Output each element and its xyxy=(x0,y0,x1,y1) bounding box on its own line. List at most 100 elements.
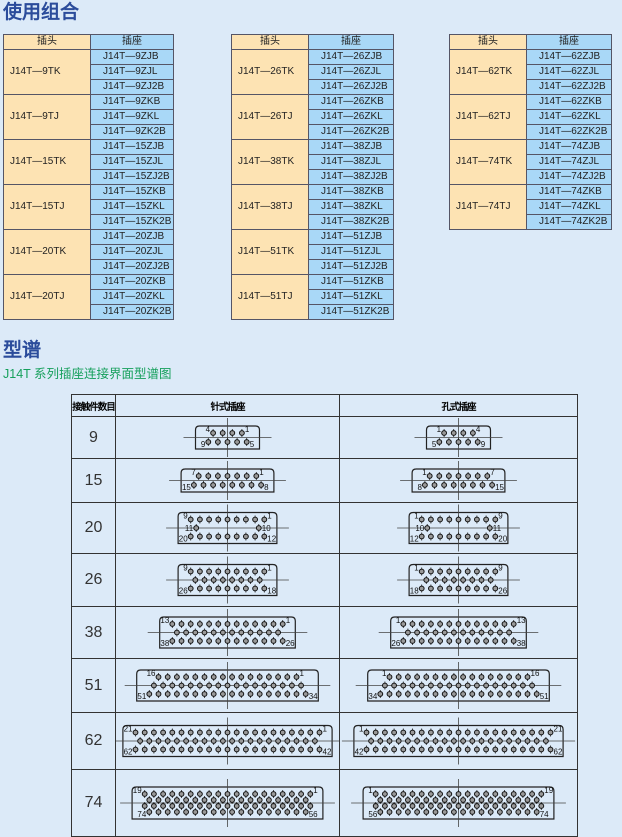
table-header-row: 插头 插座 xyxy=(449,34,612,50)
contact-pin xyxy=(432,577,439,583)
contact-pin xyxy=(460,430,467,436)
contact-pin xyxy=(418,682,425,689)
contact-pin xyxy=(252,638,259,644)
contact-count: 38 xyxy=(71,606,116,659)
contact-pin xyxy=(229,629,235,636)
contact-pin xyxy=(400,791,407,797)
pin-number-label: 1 xyxy=(382,669,387,678)
contact-pin xyxy=(506,629,513,636)
contact-pin xyxy=(137,738,144,744)
contact-pin xyxy=(474,585,480,592)
table-row: J14T—38ZK2B xyxy=(232,214,394,230)
socket-model: J14T—51ZKB xyxy=(308,274,394,290)
socket-model: J14T—20ZKL xyxy=(90,289,174,305)
contact-pin xyxy=(382,746,388,753)
contact-pin xyxy=(256,577,263,583)
contact-pin xyxy=(492,791,499,797)
contact-pin xyxy=(197,585,203,592)
socket-model: J14T—15ZK2B xyxy=(90,214,174,230)
contact-pin xyxy=(492,568,499,575)
contact-pin xyxy=(520,791,526,797)
contact-pin xyxy=(229,809,235,815)
contact-pin xyxy=(298,746,305,753)
contact-pin xyxy=(160,746,166,753)
contact-pin xyxy=(275,738,282,744)
contact-pin xyxy=(455,439,462,445)
contact-pin xyxy=(210,430,216,436)
contact-pin xyxy=(547,746,554,753)
contact-pin xyxy=(224,682,231,689)
contact-pin xyxy=(515,809,522,815)
contact-pin xyxy=(275,691,282,697)
contact-pin xyxy=(242,533,249,540)
contact-pin xyxy=(470,482,476,488)
pin-number-label: 1 xyxy=(422,468,427,477)
contact-pin xyxy=(450,430,457,436)
contact-pin xyxy=(446,621,453,627)
pin-number-label: 1 xyxy=(396,616,401,625)
contact-pin xyxy=(464,568,471,575)
contact-pin xyxy=(284,674,291,680)
contact-pin xyxy=(446,439,452,445)
socket-model: J14T—15ZJ2B xyxy=(90,169,174,185)
contact-pin xyxy=(312,738,318,744)
contact-pin xyxy=(441,577,448,583)
contact-pin xyxy=(520,682,526,689)
socket-model: J14T—51ZK2B xyxy=(308,304,394,320)
contact-pin xyxy=(409,803,416,809)
contact-pin xyxy=(220,674,226,680)
contact-pin xyxy=(307,803,314,809)
contact-pin xyxy=(256,809,263,815)
contact-pin xyxy=(178,729,185,736)
contact-pin xyxy=(247,809,254,815)
contact-pin xyxy=(178,682,185,689)
plug-model: J14T—9TJ xyxy=(3,94,91,140)
contact-pin xyxy=(455,621,462,627)
contact-pin xyxy=(224,516,231,523)
contact-pin xyxy=(484,473,491,479)
contact-pin xyxy=(418,729,425,736)
contact-pin xyxy=(464,682,471,689)
pin-number-label: 13 xyxy=(160,616,169,625)
plug-model: J14T—74TK xyxy=(449,139,527,185)
pin-number-label: 62 xyxy=(554,748,563,757)
socket-model: J14T—38ZJL xyxy=(308,154,394,170)
hole-socket-diagram: 1 21 42 62 xyxy=(339,712,578,770)
contact-pin xyxy=(234,473,240,479)
contact-pin xyxy=(506,691,513,697)
contact-pin xyxy=(164,809,171,815)
contact-pin xyxy=(501,746,508,753)
socket-model: J14T—20ZK2B xyxy=(90,304,174,320)
pin-number-label: 34 xyxy=(309,692,318,701)
contact-pin xyxy=(487,738,494,744)
contact-pin xyxy=(465,473,472,479)
contact-pin xyxy=(187,516,194,523)
table-row: J14T—15ZKL xyxy=(4,199,174,215)
spectrum-header: 针式插座 xyxy=(115,394,340,417)
contact-pin xyxy=(464,533,471,540)
spectrum-header-row: 接触件数目 针式插座 孔式插座 xyxy=(71,394,578,417)
table-row: J14T—74ZJL xyxy=(450,154,612,170)
contact-pin xyxy=(197,682,203,689)
contact-pin xyxy=(238,577,245,583)
table-row: J14T—15ZJ2B xyxy=(4,169,174,185)
contact-pin xyxy=(436,439,443,445)
section-title-spectrum: 型谱 xyxy=(3,339,42,361)
contact-pin xyxy=(395,809,402,815)
contact-pin xyxy=(160,729,166,736)
contact-pin xyxy=(510,638,517,644)
socket-header: 插座 xyxy=(90,34,174,50)
contact-pin xyxy=(377,797,384,803)
contact-pin xyxy=(252,533,259,540)
socket-model: J14T—62ZJB xyxy=(526,49,612,65)
spectrum-row: 74 19 1 74 56 1 19 56 74 xyxy=(71,769,578,837)
contact-pin xyxy=(247,691,254,697)
contact-pin xyxy=(391,682,397,689)
pin-number-label: 1 xyxy=(267,512,272,521)
table-row: J14T—74TJ J14T—74ZKB xyxy=(449,184,612,230)
contact-pin xyxy=(428,746,434,753)
contact-pin xyxy=(437,682,443,689)
contact-pin xyxy=(289,729,295,736)
contact-pin xyxy=(261,585,268,592)
contact-pin xyxy=(382,729,388,736)
